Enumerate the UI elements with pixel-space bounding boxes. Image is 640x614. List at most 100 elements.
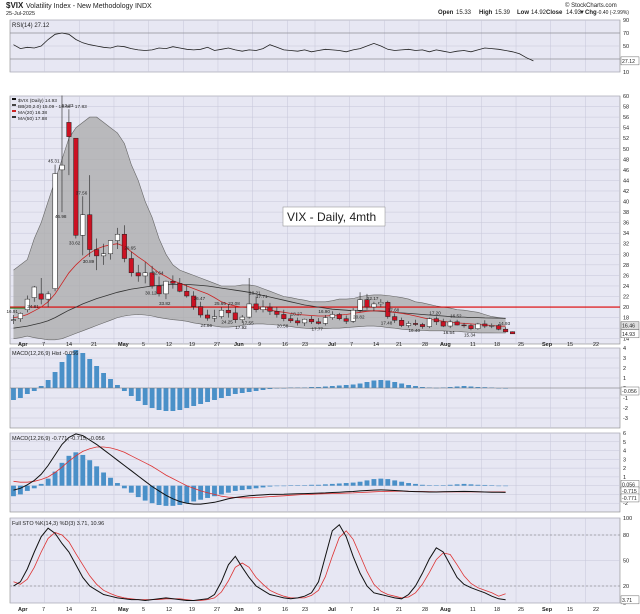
hist-y-tick: -2: [623, 406, 628, 412]
macd-hist-bar: [364, 480, 370, 486]
macd-hist-bar: [135, 485, 141, 498]
macd-hist-bar: [101, 472, 107, 486]
price-label: 16.52: [450, 314, 462, 319]
macd-hist-bar: [288, 485, 294, 486]
hist-y-tick: -1: [623, 396, 628, 402]
candle-body: [281, 314, 287, 319]
macd-hist-bar: [440, 485, 446, 486]
price-x-tick: 15: [567, 342, 573, 348]
open-label: Open: [438, 10, 454, 16]
candle-body: [475, 323, 481, 329]
hist-bar: [239, 388, 245, 393]
high-label: High: [479, 10, 493, 16]
candle-body: [211, 316, 217, 319]
hist-bar: [191, 388, 197, 406]
macd-hist-value: 0.056: [622, 482, 635, 488]
bottom-x-tick: 23: [302, 607, 308, 613]
macd-y-tick: 5: [623, 440, 626, 446]
macd-hist-bar: [371, 479, 377, 486]
price-x-tick: 25: [518, 342, 524, 348]
watermark: © StockCharts.com: [565, 2, 617, 9]
price-label: 20.82: [353, 314, 365, 319]
macd-hist-bar: [343, 483, 349, 486]
candle-body: [191, 295, 197, 307]
symbol: $VIX: [6, 1, 24, 10]
header: $VIX Volatility Index - New Methodology …: [6, 1, 629, 17]
bottom-x-tick: 19: [189, 607, 195, 613]
price-last-value-box: [620, 329, 640, 339]
price-x-tick: Sep: [542, 342, 553, 348]
macd-hist-bar: [45, 478, 51, 486]
hist-bar: [73, 350, 79, 388]
hist-bar: [11, 388, 16, 400]
price-label: 16.54: [443, 330, 455, 335]
macd-hist-bar: [378, 478, 384, 486]
price-label: 33.62: [69, 240, 81, 245]
rsi-y-tick: 90: [623, 18, 629, 24]
macd-hist-bar: [31, 485, 37, 489]
bottom-x-tick: Jul: [328, 607, 336, 613]
hist-bar: [115, 385, 120, 388]
hist-bar: [322, 386, 328, 388]
candle-body: [59, 164, 65, 171]
price-label: 16.91: [6, 309, 18, 314]
price-last-value: 14.93: [622, 332, 635, 338]
candle-body: [45, 293, 51, 300]
hist-bar: [59, 362, 65, 388]
hist-bar: [371, 380, 377, 388]
hist-bar: [378, 380, 384, 388]
price-label: 26.47: [194, 296, 206, 301]
hist-bar: [184, 388, 190, 408]
price-y-tick: 38: [623, 210, 629, 216]
sto-last-value-box: [620, 595, 640, 605]
price-y-tick: 42: [623, 189, 629, 195]
candle-body: [392, 316, 398, 321]
candle-body: [10, 319, 16, 321]
candle-body: [440, 321, 446, 327]
macd-hist-bar: [73, 452, 79, 486]
bottom-x-labels: Apr 7 14 21 May 5 12 19 27 Jun 9 16 23 Jul 7 14 21 28 Aug 1…: [18, 607, 599, 613]
price-label: 17.68: [388, 307, 400, 312]
rsi-line: [13, 32, 534, 62]
candle-body: [468, 325, 474, 329]
macd-hist-bar: [350, 482, 356, 486]
candle-body: [80, 214, 86, 236]
macd-hist-bar: [454, 484, 460, 486]
hist-bar: [482, 387, 488, 388]
close-value: 14.93: [566, 10, 582, 16]
price-x-tick: 14: [373, 342, 379, 348]
macd-hist-bar: [302, 485, 308, 486]
price-label: 17.92: [235, 325, 247, 330]
macd-y-tick: 3: [623, 457, 626, 463]
hist-bar: [399, 383, 405, 388]
candle-body: [302, 318, 308, 324]
candle-body: [461, 324, 467, 327]
sto-panel: 1008050200Full STO %K(14,3) %D(3) 3.71, …: [9, 516, 640, 607]
macd-hist-bar: [170, 485, 176, 506]
price-x-tick: 23: [302, 342, 308, 348]
candle-body: [205, 314, 211, 319]
hist-bar: [316, 387, 321, 388]
candle-body: [267, 306, 273, 312]
hist-bar: [329, 386, 335, 388]
macd-hist-bar: [475, 484, 481, 486]
bottom-x-tick: 14: [373, 607, 379, 613]
candle-body: [156, 285, 162, 295]
price-label: 37.56: [76, 190, 88, 195]
price-label: 24.25: [221, 320, 233, 325]
price-x-tick: 16: [282, 342, 288, 348]
macd-line: [13, 433, 506, 505]
candle-body: [142, 272, 148, 277]
price-y-tick: 32: [623, 242, 629, 248]
hist-bar: [31, 388, 37, 391]
candle-body: [17, 313, 23, 319]
price-x-tick: 21: [91, 342, 97, 348]
candle-body: [128, 258, 134, 274]
chart-title: VIX - Daily, 4mth: [287, 210, 376, 224]
candle-body: [447, 321, 453, 327]
price-label: 46.98: [55, 214, 67, 219]
macd-hist-bar: [295, 485, 301, 486]
macd-hist-bar: [309, 484, 314, 486]
